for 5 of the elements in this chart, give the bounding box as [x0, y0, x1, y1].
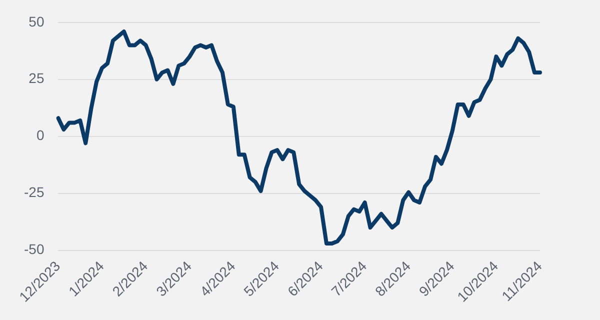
- y-tick-label: -50: [24, 241, 44, 258]
- y-tick-label: 0: [36, 127, 44, 144]
- y-tick-label: -25: [24, 184, 44, 200]
- y-tick-label: 50: [28, 13, 44, 30]
- y-tick-label: 25: [28, 70, 44, 86]
